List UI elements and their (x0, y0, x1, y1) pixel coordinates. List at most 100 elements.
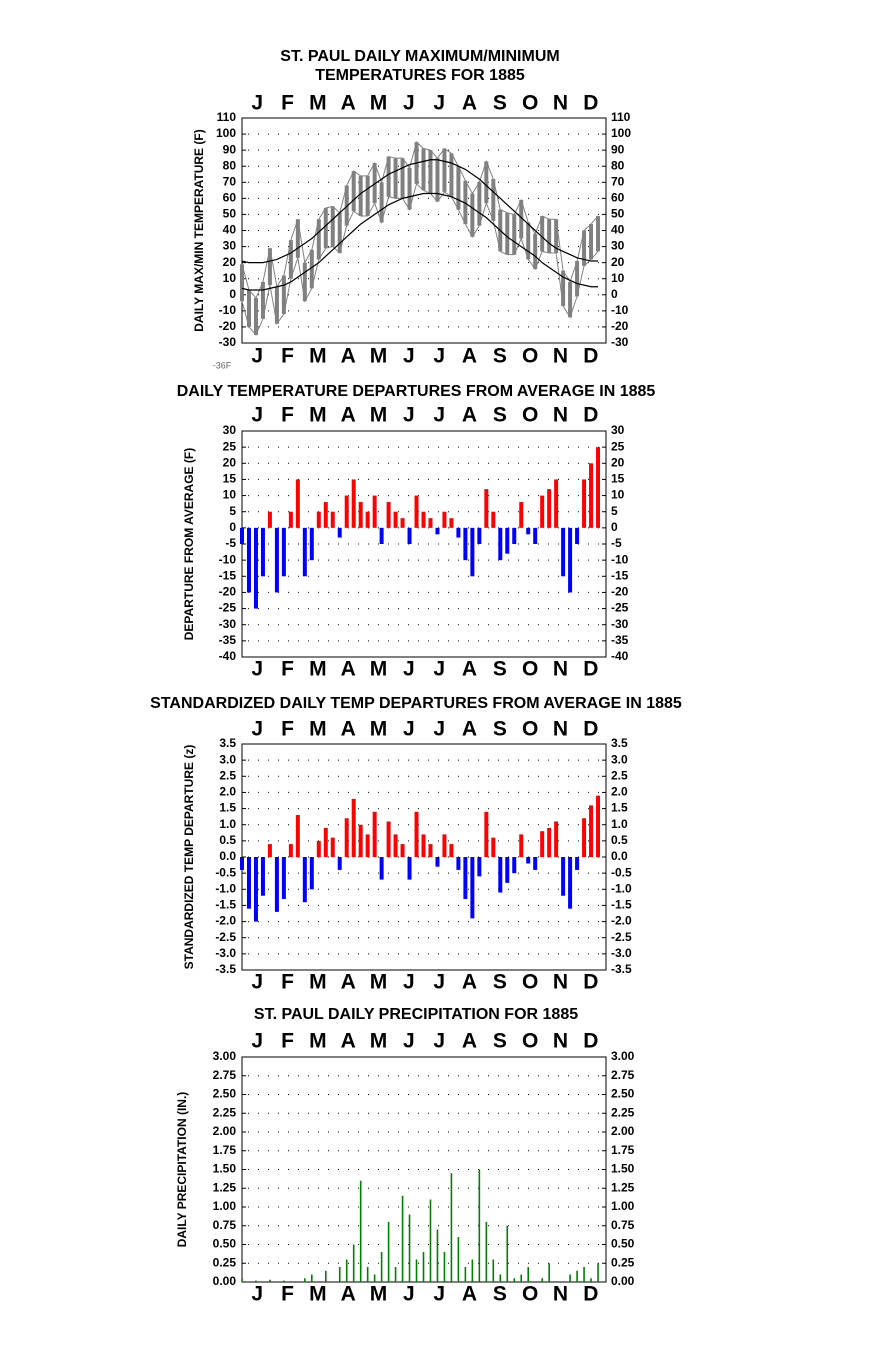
month-label: O (522, 658, 538, 681)
month-label: J (251, 971, 263, 994)
bar (414, 811, 419, 857)
month-label: A (462, 1030, 477, 1053)
y-tick-label: -25 (219, 601, 237, 615)
bar (372, 811, 377, 857)
bar (345, 1259, 348, 1282)
month-label: N (553, 92, 568, 115)
month-label: N (553, 1030, 568, 1053)
y-tick-label: 30 (223, 423, 237, 437)
month-label: J (403, 345, 415, 368)
y2-tick-label: 10 (611, 488, 625, 502)
chart-title: ST. PAUL DAILY MAXIMUM/MINIMUM (280, 48, 559, 65)
bar (358, 824, 363, 857)
bar (380, 1252, 383, 1282)
y2-tick-label: 2.0 (611, 785, 628, 799)
y-tick-label: -10 (219, 303, 237, 317)
month-label: A (341, 1030, 356, 1053)
month-label: S (493, 92, 507, 115)
bar (408, 1214, 411, 1282)
bar (540, 495, 545, 528)
bar (541, 1278, 543, 1282)
y2-tick-label: -15 (611, 568, 629, 582)
y-tick-label: 60 (223, 191, 237, 205)
y2-tick-label: 2.00 (611, 1124, 635, 1138)
y-tick-label: 0.25 (213, 1255, 237, 1269)
month-label: F (281, 1030, 294, 1053)
y-tick-label: 0.50 (213, 1237, 237, 1251)
y-tick-label: 100 (216, 126, 236, 140)
bar (554, 479, 559, 528)
bar (463, 857, 468, 899)
bar (575, 527, 580, 544)
bar (290, 1281, 292, 1282)
month-label: J (403, 971, 415, 994)
y2-tick-label: 0.00 (611, 1274, 635, 1288)
month-label: O (522, 971, 538, 994)
y-tick-label: 40 (223, 223, 237, 237)
bar (456, 857, 461, 870)
chart-title: DAILY TEMPERATURE DEPARTURES FROM AVERAG… (177, 383, 656, 400)
bar (295, 815, 300, 857)
bar (330, 511, 335, 528)
y2-tick-label: -5 (611, 536, 622, 550)
month-label: M (370, 92, 388, 115)
y-tick-label: -20 (219, 319, 237, 333)
y2-tick-label: -25 (611, 601, 629, 615)
y2-tick-label: 0.75 (611, 1218, 635, 1232)
y-tick-label: 0.00 (213, 1274, 237, 1288)
bar (316, 511, 321, 528)
bar (240, 527, 244, 544)
bar (589, 463, 594, 528)
bar (269, 1279, 271, 1282)
y-tick-label: 70 (223, 174, 237, 188)
month-label: M (370, 658, 388, 681)
month-label: J (433, 718, 445, 741)
month-label: D (583, 345, 598, 368)
y-axis-label: DAILY MAX/MIN TEMPERATURE (F) (192, 129, 206, 331)
bar (589, 805, 594, 857)
month-label: M (370, 971, 388, 994)
month-label: M (370, 1283, 388, 1306)
bar (379, 527, 384, 544)
month-label: A (341, 92, 356, 115)
month-label: A (341, 1283, 356, 1306)
bar (582, 818, 587, 857)
bar (246, 857, 251, 909)
y-tick-label: 1.25 (213, 1180, 237, 1194)
y-tick-label: 0 (229, 520, 236, 534)
y2-tick-label: 90 (611, 142, 625, 156)
y-tick-label: 1.50 (213, 1162, 237, 1176)
bar (568, 857, 573, 909)
bar (435, 857, 440, 867)
bar (352, 1244, 355, 1282)
bar (576, 1270, 578, 1282)
normal-line (241, 159, 599, 264)
bar (554, 821, 559, 857)
y-tick-label: 25 (223, 439, 237, 453)
y-tick-label: -3.0 (215, 946, 236, 960)
y-tick-label: -40 (219, 649, 237, 663)
y-axis-label: STANDARDIZED TEMP DEPARTURE (z) (182, 745, 196, 970)
bar (309, 857, 314, 890)
month-label: S (493, 971, 507, 994)
bar (456, 527, 461, 538)
month-label: M (370, 404, 388, 427)
bar (407, 857, 412, 880)
month-label: O (522, 718, 538, 741)
month-label: J (251, 404, 263, 427)
month-label: M (370, 1030, 388, 1053)
month-label: J (251, 658, 263, 681)
y2-tick-label: 20 (611, 455, 625, 469)
bar (393, 511, 398, 528)
bar (596, 447, 601, 528)
y-tick-label: -20 (219, 585, 237, 599)
bar (351, 798, 356, 857)
bar (520, 1274, 523, 1282)
y-tick-label: 2.75 (213, 1068, 237, 1082)
bar (414, 495, 419, 528)
bar (477, 527, 482, 544)
month-label: D (583, 1283, 598, 1306)
y-tick-label: 0.75 (213, 1218, 237, 1232)
y-tick-label: -3.5 (215, 962, 236, 976)
bar (470, 527, 475, 577)
